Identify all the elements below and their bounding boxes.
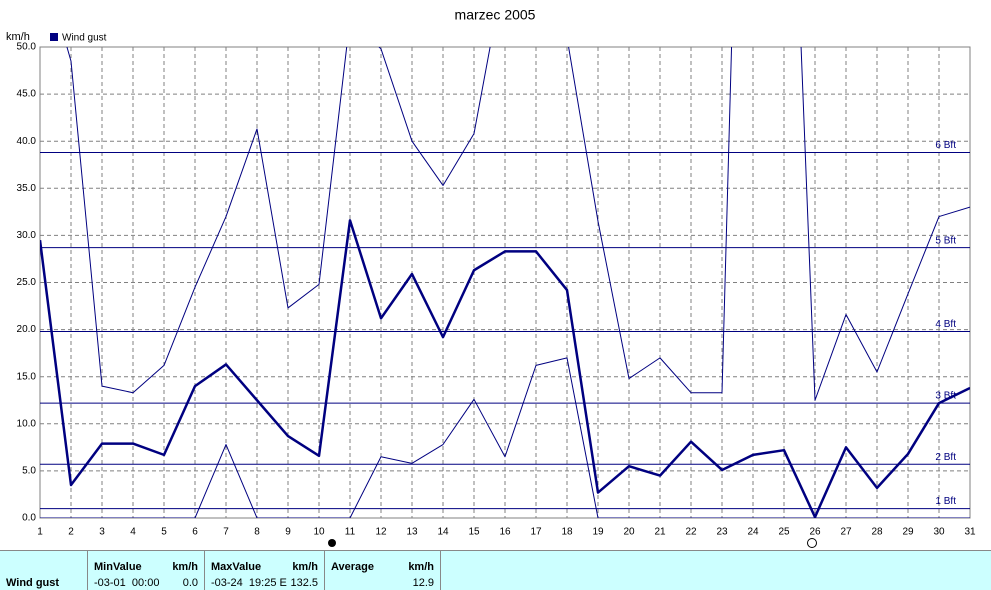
x-tick-label: 31	[964, 527, 976, 538]
x-tick-label: 6	[192, 527, 198, 538]
bft-label: 5 Bft	[935, 235, 956, 246]
y-tick-label: 40.0	[17, 136, 37, 147]
x-tick-label: 22	[685, 527, 697, 538]
min-value: 0.0	[182, 577, 198, 589]
stats-min-cell: MinValue km/h -03-01 00:00 0.0	[88, 551, 205, 590]
y-tick-label: 50.0	[17, 42, 37, 53]
x-tick-label: 26	[809, 527, 821, 538]
chart-title: marzec 2005	[455, 7, 536, 23]
x-tick-label: 30	[933, 527, 945, 538]
x-tick-label: 27	[840, 527, 852, 538]
legend-label: Wind gust	[62, 33, 107, 44]
x-tick-label: 4	[130, 527, 136, 538]
x-tick-label: 28	[871, 527, 883, 538]
x-tick-label: 11	[345, 527, 356, 538]
x-tick-label: 9	[285, 527, 291, 538]
chart: marzec 2005 km/h Wind gust 0.0 5.0 10.0 15.…	[6, 7, 976, 548]
x-tick-label: 21	[654, 527, 666, 538]
y-tick-label: 25.0	[17, 277, 37, 288]
series-line	[40, 357, 970, 518]
y-tick-label: 0.0	[22, 513, 36, 524]
min-header: MinValue	[94, 561, 142, 573]
bft-label: 6 Bft	[935, 140, 956, 151]
max-value: 132.5	[290, 577, 318, 589]
x-tick-label: 18	[561, 527, 573, 538]
stats-name-cell: Wind gust	[0, 551, 88, 590]
x-tick-label: 5	[161, 527, 167, 538]
y-axis-label: km/h	[6, 31, 30, 43]
x-tick-label: 24	[747, 527, 759, 538]
legend-swatch	[50, 33, 58, 41]
x-tick-label: 10	[313, 527, 325, 538]
max-when: -03-24 19:25 E	[211, 577, 287, 589]
max-marker	[807, 538, 817, 548]
y-tick-label: 20.0	[17, 324, 37, 335]
stats-avg-cell: Average km/h 12.9	[325, 551, 441, 590]
y-tick-label: 45.0	[17, 89, 37, 100]
avg-unit: km/h	[408, 561, 434, 573]
stats-name: Wind gust	[6, 577, 60, 589]
x-tick-label: 7	[223, 527, 229, 538]
bft-label: 3 Bft	[935, 391, 956, 402]
stats-table: Wind gust MinValue km/h -03-01 00:00 0.0…	[0, 550, 991, 590]
y-tick-label: 15.0	[17, 371, 37, 382]
min-marker	[328, 539, 336, 547]
x-tick-label: 15	[468, 527, 480, 538]
min-when: -03-01 00:00	[94, 577, 160, 589]
x-tick-label: 12	[375, 527, 387, 538]
max-header: MaxValue	[211, 561, 262, 573]
avg-header: Average	[331, 561, 375, 573]
x-tick-label: 25	[778, 527, 790, 538]
x-tick-label: 19	[592, 527, 604, 538]
x-tick-label: 2	[68, 527, 74, 538]
x-tick-label: 14	[437, 527, 449, 538]
avg-value: 12.9	[412, 577, 434, 589]
x-tick-label: 16	[499, 527, 511, 538]
series-line	[66, 47, 970, 401]
y-tick-label: 5.0	[22, 466, 36, 477]
y-tick-label: 30.0	[17, 230, 37, 241]
x-tick-label: 8	[254, 527, 260, 538]
bft-label: 4 Bft	[935, 319, 956, 330]
x-tick-label: 13	[406, 527, 418, 538]
average-line	[40, 219, 970, 518]
x-tick-label: 17	[530, 527, 542, 538]
y-tick-label: 10.0	[17, 418, 37, 429]
bft-label: 2 Bft	[935, 452, 956, 463]
bft-label: 1 Bft	[935, 496, 956, 507]
max-unit: km/h	[292, 561, 318, 573]
min-unit: km/h	[172, 561, 198, 573]
x-tick-label: 23	[716, 527, 728, 538]
y-tick-label: 35.0	[17, 183, 37, 194]
series-group	[40, 47, 970, 518]
x-tick-label: 3	[99, 527, 105, 538]
stats-max-cell: MaxValue km/h -03-24 19:25 E 132.5	[205, 551, 325, 590]
x-tick-label: 20	[623, 527, 635, 538]
x-tick-label: 29	[902, 527, 914, 538]
x-tick-label: 1	[37, 527, 43, 538]
